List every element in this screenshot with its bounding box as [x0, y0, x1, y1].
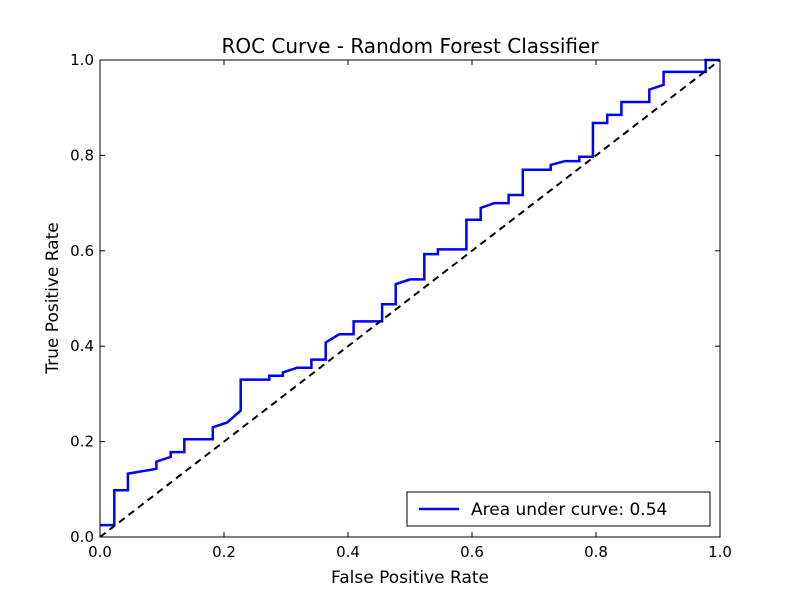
y-tick-label: 0.2	[70, 433, 94, 451]
y-tick-label: 1.0	[70, 51, 94, 69]
x-tick-label: 0.4	[336, 543, 360, 561]
legend-label: Area under curve: 0.54	[471, 500, 667, 520]
y-tick-label: 0.0	[70, 528, 94, 546]
y-tick-label: 0.8	[70, 146, 94, 164]
plot-area: 0.0 0.2 0.4 0.6 0.8 1.0 0.0 0.2 0.4 0.6 0.8 1.0 Area…	[70, 51, 732, 561]
x-tick-label: 0.0	[88, 543, 112, 561]
y-tick-label: 0.6	[70, 242, 94, 260]
roc-curve-line	[100, 58, 720, 527]
plot-frame	[99, 59, 721, 538]
x-tick-label: 1.0	[708, 543, 732, 561]
chart-title: ROC Curve - Random Forest Classifier	[221, 34, 599, 58]
y-tick-label: 0.4	[70, 337, 94, 355]
x-axis-label: False Positive Rate	[331, 568, 489, 588]
x-tick-label: 0.8	[584, 543, 608, 561]
chance-diagonal-line	[99, 59, 721, 538]
x-tick-label: 0.6	[460, 543, 484, 561]
x-tick-label: 0.2	[212, 543, 236, 561]
legend: Area under curve: 0.54	[406, 491, 711, 527]
y-axis-label: True Positive Rate	[43, 222, 63, 374]
